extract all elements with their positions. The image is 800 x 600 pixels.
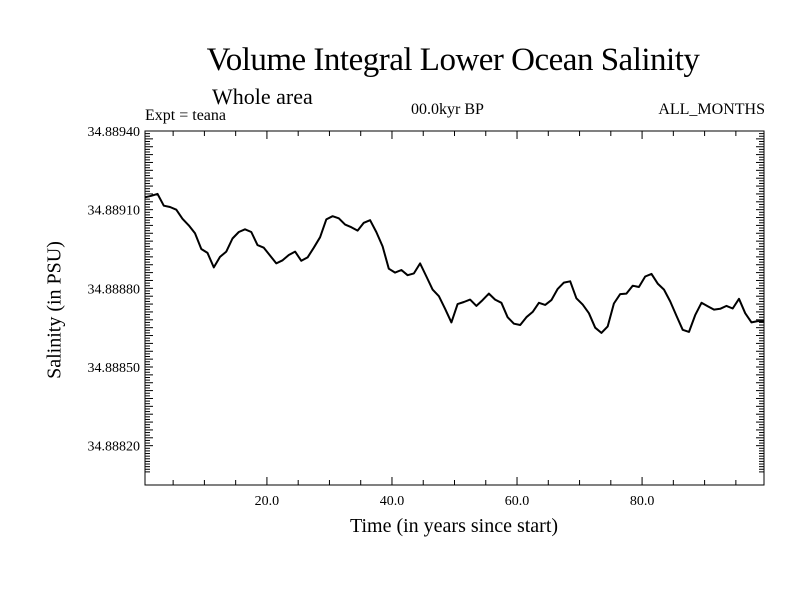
plot-frame — [144, 130, 765, 486]
y-tick-label: 34.88910 — [88, 204, 141, 219]
x-axis-label: Time (in years since start) — [349, 515, 559, 537]
months-label: ALL_MONTHS — [658, 101, 765, 118]
y-tick-label: 34.88850 — [88, 361, 141, 376]
x-tick-label: 20.0 — [255, 494, 280, 509]
x-tick-label: 80.0 — [630, 494, 655, 509]
period-label: 00.0kyr BP — [411, 101, 484, 118]
y-tick-label: 34.88940 — [88, 125, 141, 140]
chart-subtitle: Whole area — [212, 84, 313, 109]
y-tick-label: 34.88820 — [88, 440, 141, 455]
chart-title: Volume Integral Lower Ocean Salinity — [206, 42, 700, 78]
x-tick-label: 60.0 — [505, 494, 530, 509]
series-line-salinity — [144, 192, 764, 334]
experiment-label: Expt = teana — [145, 107, 226, 124]
x-tick-label: 40.0 — [380, 494, 405, 509]
y-tick-label: 34.88880 — [88, 282, 141, 297]
